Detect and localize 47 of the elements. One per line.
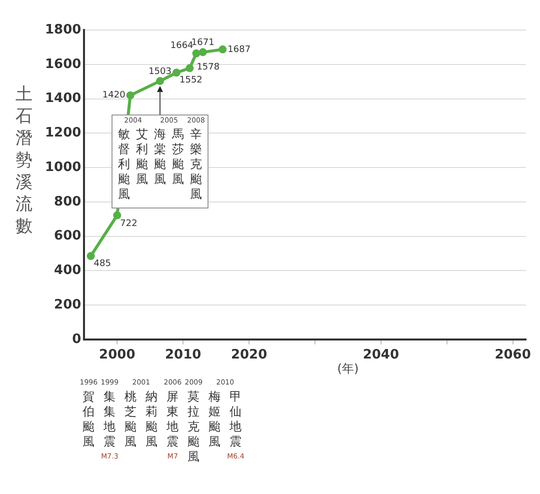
text: 屏東地震	[166, 390, 179, 449]
y-tick-label: 0	[72, 332, 82, 347]
y-tick-label: 200	[54, 297, 82, 312]
text: 莫拉克颱風	[188, 390, 200, 464]
text: 賀伯颱風	[82, 390, 95, 449]
annotation: 艾利颱風	[136, 127, 148, 186]
annotation: 馬莎颱風	[171, 127, 184, 186]
annotation: 敏督利颱風	[118, 127, 130, 202]
data-label: 1664	[170, 41, 194, 52]
data-label: 485	[94, 258, 111, 269]
data-label: 1578	[196, 62, 220, 73]
annotation: 海棠颱風	[154, 127, 166, 186]
text: 甲仙地震	[228, 390, 242, 449]
y-tick-label: 600	[54, 228, 82, 244]
data-label: 722	[120, 219, 138, 230]
text: 集集地震	[102, 390, 116, 449]
point	[198, 48, 207, 56]
point	[192, 49, 200, 58]
data-label: 1420	[102, 90, 126, 101]
annotation: 辛樂克颱風	[190, 127, 202, 202]
y-axis-title: 土石潛勢溪流數	[16, 84, 32, 236]
text: 梅姬颱風	[208, 390, 221, 449]
x-tick-label: 2020	[230, 348, 268, 363]
text: 桃芝颱風	[124, 390, 137, 449]
x-tick-label: 2040	[362, 348, 400, 363]
x-tick-label: 2060	[494, 348, 531, 363]
y-tick-label: 1200	[44, 126, 82, 141]
point	[113, 211, 122, 220]
point	[186, 64, 194, 72]
data-label: 1503	[148, 66, 172, 77]
point	[126, 91, 134, 100]
y-tick-label: 1800	[44, 22, 82, 38]
data-label: 1552	[180, 75, 202, 86]
y-tick-label: 1600	[44, 56, 82, 72]
point	[172, 68, 180, 77]
point	[86, 252, 95, 260]
y-tick-label: 800	[54, 194, 82, 210]
text: 納莉颱風	[146, 390, 158, 449]
x-axis-title: (年)	[337, 362, 359, 376]
data-label: 1687	[228, 44, 251, 55]
x-tick-label: 2000	[99, 348, 136, 363]
x-tick-label: 2010	[165, 348, 202, 363]
point	[156, 77, 164, 86]
y-tick-label: 1400	[44, 91, 82, 106]
y-tick-label: 1000	[44, 160, 82, 175]
y-tick-label: 400	[54, 263, 82, 278]
point	[218, 45, 227, 54]
